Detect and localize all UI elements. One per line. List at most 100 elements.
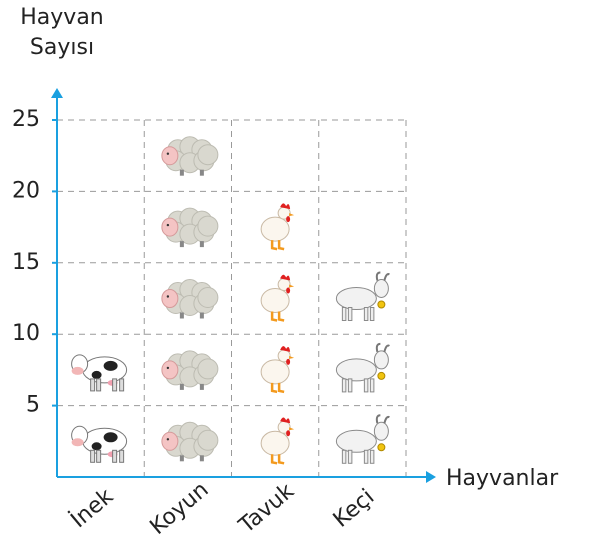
beak xyxy=(289,427,295,431)
nose xyxy=(71,366,84,375)
leg xyxy=(347,449,353,464)
wool xyxy=(197,215,219,237)
body xyxy=(260,216,290,242)
head xyxy=(373,350,389,370)
body xyxy=(260,288,290,313)
leg xyxy=(96,378,102,392)
wattle xyxy=(286,430,291,437)
face xyxy=(161,217,179,237)
leg xyxy=(341,378,347,393)
bell xyxy=(377,371,386,380)
leg xyxy=(347,307,353,321)
leg xyxy=(179,169,184,176)
leg xyxy=(363,307,369,321)
x-tick-label: İnek xyxy=(66,483,119,533)
leg xyxy=(119,449,125,463)
y-axis-label-line: Sayısı xyxy=(30,35,94,60)
leg xyxy=(277,382,285,394)
leg xyxy=(369,378,375,393)
wool xyxy=(197,144,219,166)
leg xyxy=(179,312,184,319)
horns xyxy=(375,271,390,281)
bell xyxy=(377,300,386,309)
comb xyxy=(280,417,291,424)
picture-icon xyxy=(260,346,295,394)
wattle xyxy=(286,358,291,365)
leg xyxy=(277,454,285,465)
leg xyxy=(363,378,369,393)
body xyxy=(335,429,377,453)
eye xyxy=(166,366,170,370)
y-axis-label-line: Hayvan xyxy=(20,5,104,30)
face xyxy=(161,289,179,308)
leg xyxy=(179,455,184,462)
wool xyxy=(197,358,219,380)
face xyxy=(161,146,179,166)
y-axis-arrow xyxy=(51,88,63,98)
leg xyxy=(341,449,347,464)
spot xyxy=(103,360,118,371)
horns xyxy=(375,342,390,353)
spot xyxy=(103,432,118,443)
picture-icon xyxy=(335,271,390,321)
wattle xyxy=(286,216,291,223)
leg xyxy=(341,307,347,321)
spot xyxy=(91,442,102,451)
leg xyxy=(270,240,278,251)
leg xyxy=(112,378,118,392)
x-tick-label: Tavuk xyxy=(234,479,299,539)
x-axis-arrow xyxy=(426,471,436,483)
eye xyxy=(166,295,170,298)
x-tick-label: Keçi xyxy=(329,485,380,533)
nose xyxy=(71,438,84,447)
body xyxy=(260,430,290,456)
bell xyxy=(377,443,386,452)
head xyxy=(373,279,389,298)
picture-icon xyxy=(161,136,219,176)
y-tick-label: 20 xyxy=(12,178,40,203)
eye xyxy=(166,152,170,155)
body xyxy=(260,359,290,385)
leg xyxy=(179,241,184,248)
picture-icon xyxy=(71,354,128,392)
leg xyxy=(199,455,204,462)
leg xyxy=(90,378,96,392)
picture-icon xyxy=(161,421,219,462)
x-tick-label: Koyun xyxy=(146,477,214,540)
leg xyxy=(363,449,369,464)
leg xyxy=(347,378,353,393)
leg xyxy=(270,311,278,322)
leg xyxy=(369,449,375,464)
picture-icon xyxy=(335,342,390,393)
leg xyxy=(270,454,278,465)
leg xyxy=(277,240,285,251)
comb xyxy=(280,203,291,210)
leg xyxy=(199,241,204,248)
leg xyxy=(119,378,125,392)
picture-icon xyxy=(260,203,295,251)
wool xyxy=(197,429,219,451)
leg xyxy=(199,383,204,390)
picture-icon xyxy=(161,350,219,390)
leg xyxy=(179,383,184,390)
body xyxy=(335,358,377,382)
y-tick-label: 15 xyxy=(12,250,40,275)
picture-icon xyxy=(260,417,295,465)
leg xyxy=(369,307,375,321)
wool xyxy=(197,287,219,308)
body xyxy=(335,287,377,310)
leg xyxy=(112,449,118,463)
beak xyxy=(289,213,295,217)
comb xyxy=(280,274,291,281)
leg xyxy=(90,449,96,463)
head xyxy=(373,421,389,441)
face xyxy=(161,431,179,451)
leg xyxy=(199,312,204,319)
horns xyxy=(375,414,390,424)
leg xyxy=(270,382,278,394)
leg xyxy=(277,311,285,322)
picture-icon xyxy=(335,414,390,464)
face xyxy=(161,360,179,380)
eye xyxy=(166,223,170,227)
